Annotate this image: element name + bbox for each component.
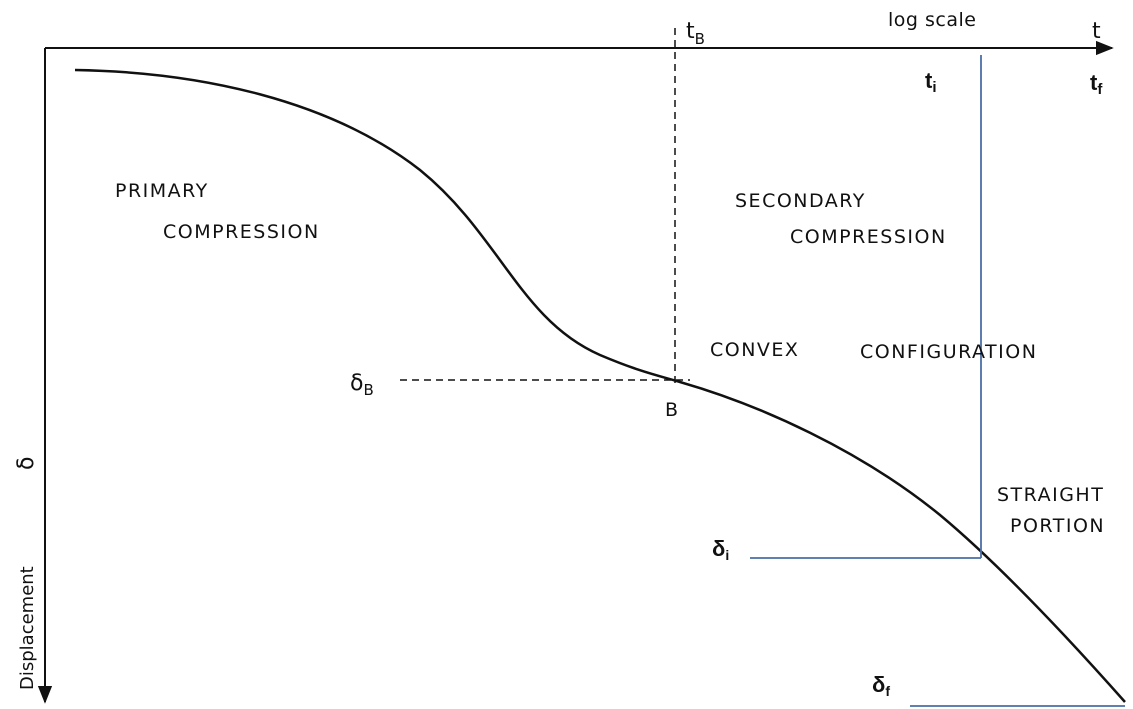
df-base: δ [872,672,885,697]
region-label: CONVEX [710,339,799,361]
region-label: CONFIGURATION [860,341,1037,363]
db-label: δB [350,371,374,399]
df-sub: f [885,683,890,699]
tb-sub: B [695,30,705,48]
db-sub: B [363,381,373,399]
tb-base: t [686,19,695,44]
region-label: COMPRESSION [163,221,320,243]
ti-base: t [925,68,933,93]
ti-label: ti [925,68,937,96]
y-symbol: δ [14,457,39,470]
tf-label: tf [1090,70,1103,98]
region-label: STRAIGHT [997,484,1104,506]
curve [74,68,1126,703]
tb-label: tB [686,19,705,48]
di-sub: i [725,547,729,563]
db-base: δ [350,371,363,396]
scale-note: log scale [888,9,976,31]
x-label: t [1092,19,1101,44]
region-label: PRIMARY [115,180,209,202]
df-label: δf [872,672,890,699]
region-label: SECONDARY [735,190,866,212]
region-label: PORTION [1010,515,1105,537]
di-base: δ [712,536,725,561]
region-label: COMPRESSION [790,226,947,248]
tf-sub: f [1097,81,1103,98]
di-label: δi [712,536,729,563]
point-label: B [665,399,680,421]
ti-sub: i [932,79,936,96]
tf-base: t [1090,70,1098,95]
y-label: Displacement [17,566,38,690]
